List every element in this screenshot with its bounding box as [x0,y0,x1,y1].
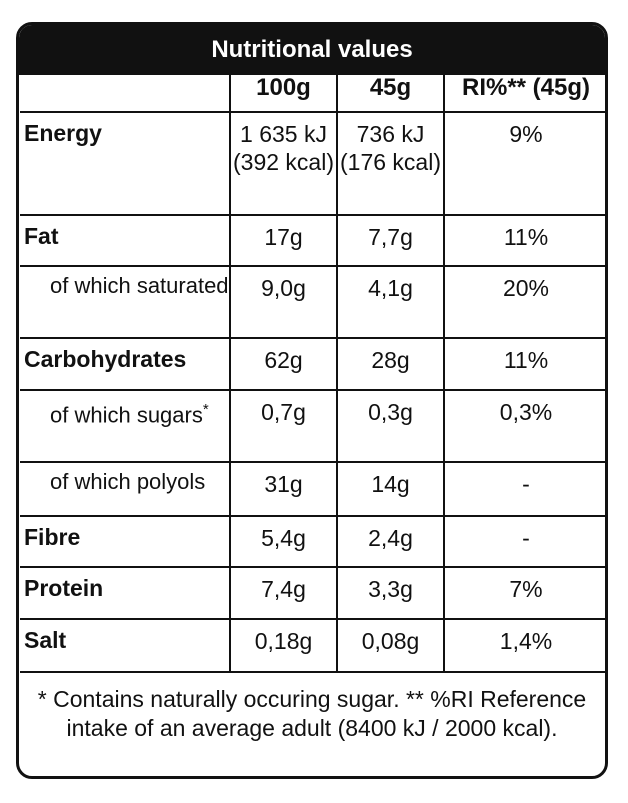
value-100g: 7,4g [229,566,337,620]
value-100g: 17g [229,214,337,267]
value-ri: 1,4% [443,618,607,673]
value-100g: 0,18g [229,618,337,673]
value-45g: 3,3g [336,566,444,620]
value-45g: 28g [336,337,444,391]
table-row: of which sugars* 0,7g 0,3g 0,3% [20,389,607,463]
row-name: of which sugars* [20,389,230,463]
value-100g: 1 635 kJ (392 kcal) [229,111,337,216]
value-ri: 11% [443,214,607,267]
value-45g: 14g [336,461,444,517]
header-blank [20,63,230,113]
table-row: Salt 0,18g 0,08g 1,4% [20,618,607,673]
header-ri: RI%** (45g) [443,62,607,113]
value-ri: 9% [443,111,607,216]
row-name-text: of which sugars [50,402,203,428]
table-row: Fat 17g 7,7g 11% [20,214,607,267]
table-row: Energy 1 635 kJ (392 kcal) 736 kJ (176 k… [20,111,607,216]
row-name: Salt [20,618,230,673]
row-name: Fibre [20,515,230,568]
table-row: Protein 7,4g 3,3g 7% [20,566,607,620]
value-100g: 0,7g [229,389,337,463]
row-name: of which saturated [20,265,230,339]
value-ri: 20% [443,265,607,339]
value-45g: 7,7g [336,214,444,267]
value-ri: 0,3% [443,389,607,463]
row-name: Carbohydrates [20,337,230,391]
table-header-row: 100g 45g RI%** (45g) [20,62,607,113]
header-100g: 100g [229,62,337,113]
value-45g: 736 kJ (176 kcal) [336,111,444,216]
table-row: Carbohydrates 62g 28g 11% [20,337,607,391]
value-100g: 5,4g [229,515,337,568]
header-45g: 45g [336,62,444,113]
value-45g: 0,3g [336,389,444,463]
value-100g: 62g [229,337,337,391]
value-ri: - [443,461,607,517]
table-row: of which polyols 31g 14g - [20,461,607,517]
table-row: Fibre 5,4g 2,4g - [20,515,607,568]
nutrition-table: 100g 45g RI%** (45g) Energy 1 635 kJ (39… [20,62,607,673]
value-45g: 4,1g [336,265,444,339]
row-name: Energy [20,111,230,216]
footnote-mark: * [202,401,209,418]
row-name: of which polyols [20,461,230,517]
footnote: * Contains naturally occuring sugar. ** … [37,686,587,741]
value-45g: 2,4g [336,515,444,568]
table-row: of which saturated 9,0g 4,1g 20% [20,265,607,339]
value-45g: 0,08g [336,618,444,673]
value-100g: 9,0g [229,265,337,339]
value-ri: - [443,515,607,568]
row-name: Fat [20,214,230,267]
value-ri: 7% [443,566,607,620]
row-name: Protein [20,566,230,620]
value-ri: 11% [443,337,607,391]
value-100g: 31g [229,461,337,517]
